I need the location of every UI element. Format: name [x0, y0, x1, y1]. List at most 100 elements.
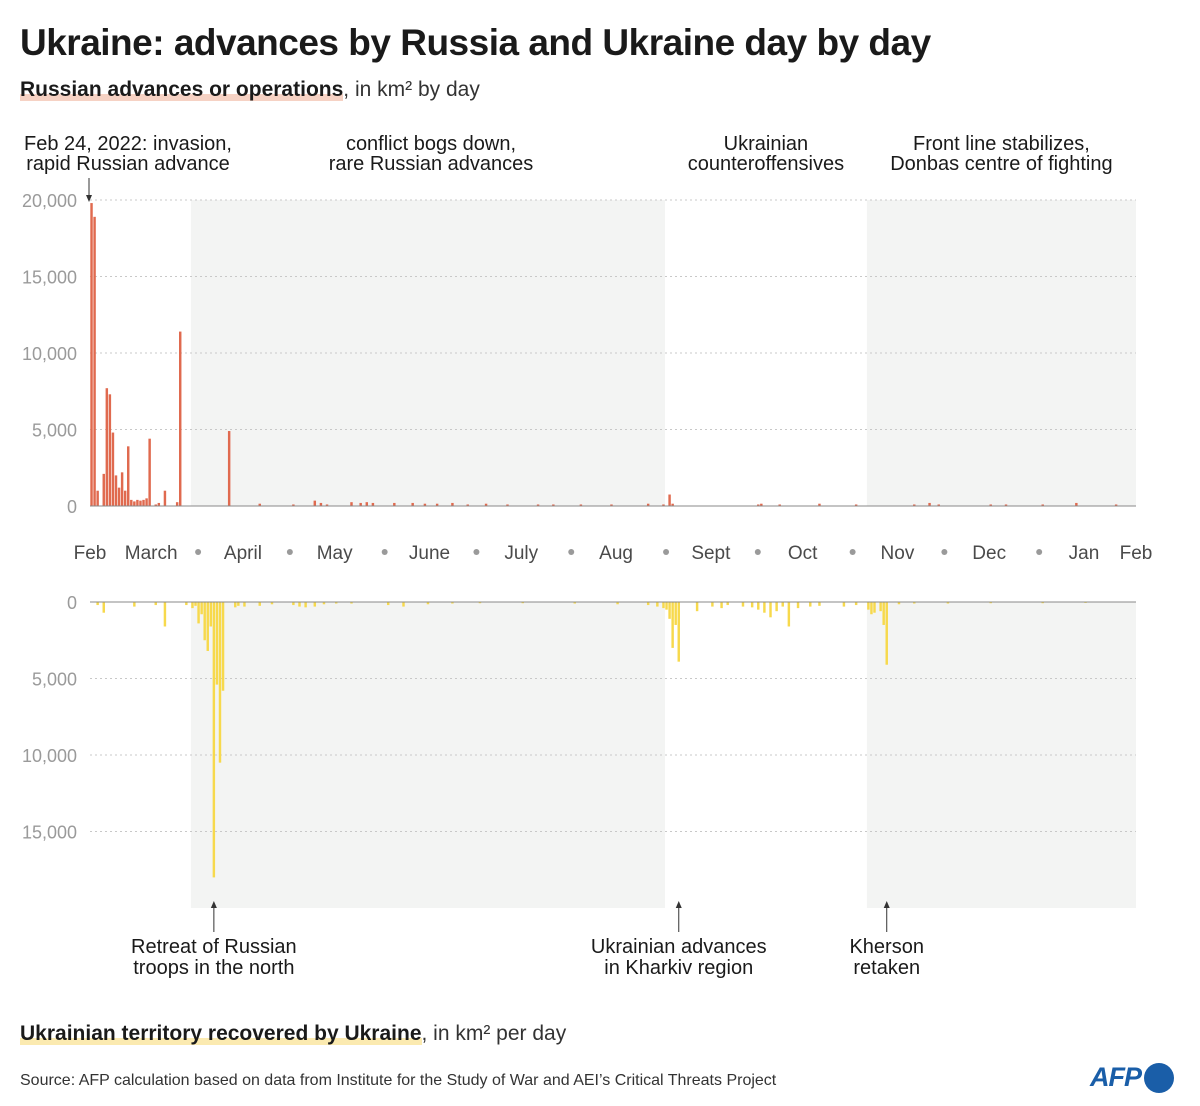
bar-ukraine [781, 602, 784, 607]
bar-russia [1114, 504, 1118, 506]
bar-ukraine [298, 602, 301, 607]
bar-ukraine [867, 602, 870, 610]
shaded-period-bottom-1 [190, 602, 665, 908]
bar-ukraine [451, 602, 454, 604]
month-separator-dot [473, 549, 480, 555]
bar-ukraine [763, 602, 766, 613]
bar-ukraine [662, 602, 665, 609]
bar-russia [179, 331, 182, 506]
bar-ukraine [270, 602, 274, 605]
y-tick-label-bottom: 0 [67, 593, 77, 613]
annotation-label: Retreat of Russian [131, 936, 297, 958]
bar-russia [662, 504, 665, 506]
bar-russia [313, 500, 317, 506]
bar-ukraine [334, 602, 338, 604]
x-month-label: Sept [691, 543, 731, 564]
bar-russia [536, 504, 540, 506]
x-month-label: Jan [1069, 543, 1100, 564]
x-month-label: June [409, 543, 450, 564]
bar-ukraine [787, 602, 791, 627]
bar-ukraine [185, 602, 188, 606]
bar-russia [818, 503, 821, 506]
bar-ukraine [873, 602, 876, 613]
bar-russia [325, 504, 329, 506]
bar-ukraine [726, 602, 729, 606]
bar-russia [671, 503, 674, 506]
bar-russia [466, 504, 469, 506]
bar-ukraine [322, 602, 326, 605]
bar-ukraine [292, 602, 295, 606]
bar-russia [579, 504, 583, 506]
bar-ukraine [870, 602, 873, 615]
bar-russia [96, 490, 99, 506]
source-note: Source: AFP calculation based on data fr… [20, 1072, 777, 1089]
y-tick-label-top: 5,000 [32, 421, 77, 441]
subtitle-ukraine-highlight: Ukrainian territory recovered by Ukraine [20, 1022, 422, 1045]
bar-russia [668, 494, 671, 506]
subtitle-russia-highlight: Russian advances or operations [20, 78, 344, 101]
period-label: counteroffensives [688, 153, 844, 175]
bar-russia [484, 503, 488, 506]
bar-russia [371, 502, 375, 506]
bar-ukraine [386, 602, 390, 606]
bar-russia [90, 203, 93, 506]
annotation-arrowhead [675, 901, 682, 908]
x-month-label: Nov [881, 543, 915, 564]
chart: 0 5,000 10,000 15,000 20,000 0 5,000 10,000 15,0… [22, 133, 1152, 979]
bar-ukraine [237, 602, 240, 606]
month-separator-dot [849, 549, 856, 555]
bar-ukraine [775, 602, 778, 612]
bar-ukraine [885, 602, 888, 665]
bar-ukraine [695, 602, 699, 612]
annotation-label: troops in the north [133, 957, 294, 979]
bar-ukraine [882, 602, 885, 625]
period-label: Feb 24, 2022: invasion, [24, 133, 232, 155]
bar-russia [1004, 504, 1008, 506]
bar-ukraine [521, 602, 524, 604]
bar-ukraine [200, 602, 203, 615]
bar-russia [258, 503, 261, 506]
bar-russia [157, 502, 161, 506]
bar-ukraine [96, 602, 99, 606]
bar-ukraine [818, 602, 821, 606]
bar-russia [142, 499, 145, 506]
bar-ukraine [243, 602, 246, 607]
bar-russia [139, 500, 142, 506]
bar-ukraine [769, 602, 772, 618]
bar-russia [117, 487, 121, 506]
bar-ukraine [646, 602, 650, 606]
annotation-label: in Kharkiv region [604, 957, 753, 979]
bar-ukraine [209, 602, 213, 627]
bar-ukraine [1041, 602, 1044, 604]
bar-ukraine [133, 602, 136, 607]
bar-ukraine [842, 602, 846, 607]
bar-russia [102, 473, 105, 506]
bar-ukraine [197, 602, 200, 624]
annotation-label: retaken [853, 957, 920, 979]
annotation-arrowhead [210, 901, 217, 908]
bar-ukraine [304, 602, 307, 608]
bar-ukraine [897, 602, 901, 605]
period-label: rapid Russian advance [26, 153, 229, 175]
afp-logo-dot [1144, 1062, 1174, 1093]
bar-russia [854, 504, 858, 506]
x-month-label: Feb [74, 543, 107, 564]
bar-russia [423, 503, 427, 506]
x-month-label: April [224, 543, 262, 564]
bar-russia [451, 502, 454, 506]
bar-ukraine [258, 602, 261, 606]
bar-ukraine [656, 602, 659, 607]
bar-ukraine [913, 602, 916, 604]
bar-ukraine [796, 602, 800, 609]
subtitle-ukraine-unit: , in km² per day [421, 1022, 567, 1045]
bar-russia [1075, 502, 1078, 506]
afp-logo: AFP [1090, 1062, 1174, 1093]
bar-ukraine [879, 602, 882, 612]
y-tick-label-bottom: 5,000 [32, 670, 77, 690]
bar-russia [757, 504, 760, 506]
bar-russia [136, 499, 139, 506]
bar-ukraine [946, 602, 950, 604]
period-label: Front line stabilizes, [913, 133, 1090, 155]
bar-ukraine [665, 602, 668, 610]
annotation-arrowhead [883, 901, 890, 908]
